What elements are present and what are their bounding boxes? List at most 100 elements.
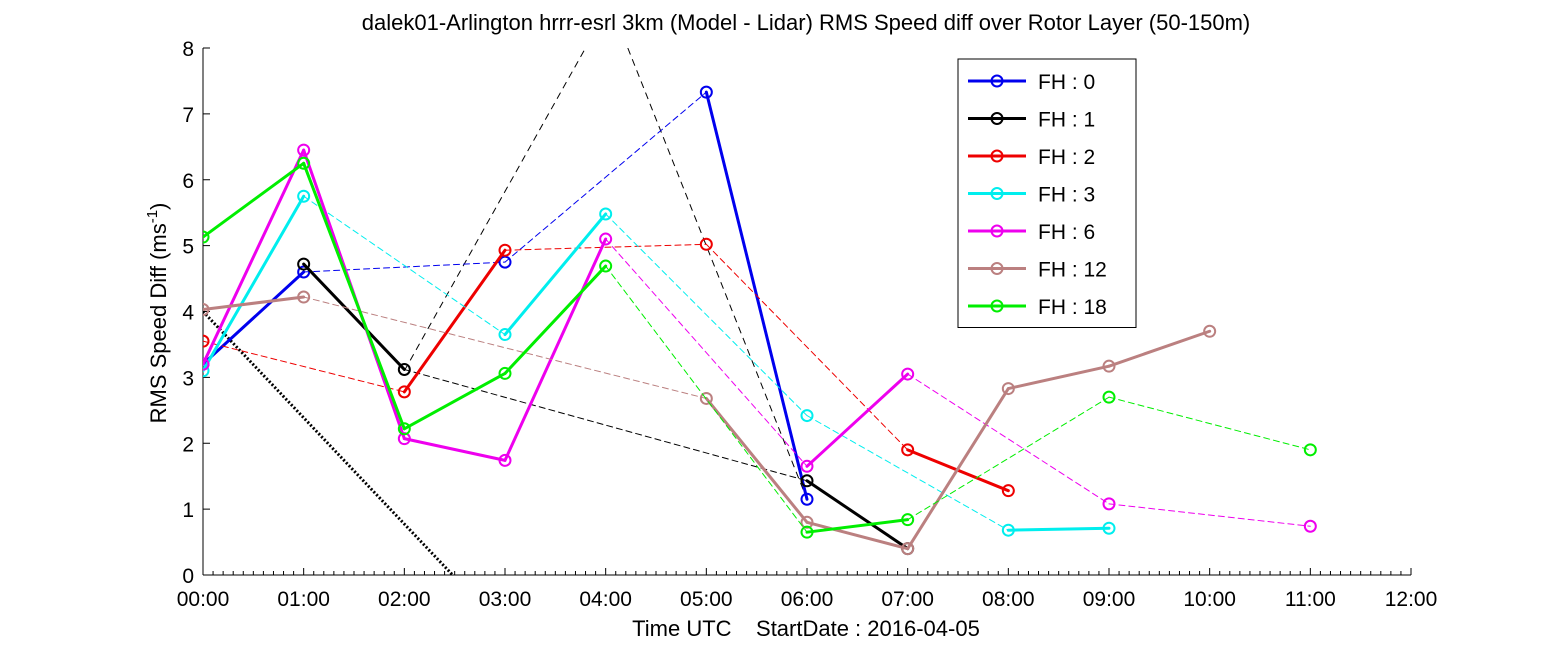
y-tick-label: 7 xyxy=(182,104,194,127)
legend-entry: FH : 18 xyxy=(968,296,1107,319)
series-segment xyxy=(402,371,507,431)
data-point xyxy=(1102,521,1116,535)
series-segment xyxy=(503,264,608,375)
data-point xyxy=(1001,523,1015,537)
data-point xyxy=(203,357,210,371)
data-point xyxy=(297,189,311,203)
data-point xyxy=(800,474,814,488)
y-tick-label: 4 xyxy=(182,302,194,325)
series-fh-18 xyxy=(203,156,1317,539)
legend-entry: FH : 6 xyxy=(968,221,1095,244)
series-fh-6 xyxy=(203,143,1317,533)
data-point xyxy=(498,453,512,467)
data-point xyxy=(901,367,915,381)
legend-marker xyxy=(990,112,1004,125)
data-point xyxy=(901,443,915,457)
y-tick-label: 3 xyxy=(182,367,194,390)
series-fh-2 xyxy=(203,237,1015,498)
x-tick-label: 07:00 xyxy=(881,588,934,611)
data-point xyxy=(498,243,512,257)
x-tick-label: 04:00 xyxy=(579,588,632,611)
y-tick-label: 0 xyxy=(182,565,194,588)
series-segment xyxy=(402,437,507,462)
y-tick-label: 1 xyxy=(182,499,194,522)
legend-marker xyxy=(990,299,1004,313)
series-gap-segment xyxy=(403,368,808,482)
reference-line-dashed xyxy=(627,48,808,500)
y-axis-label-superscript: -1 xyxy=(144,210,161,223)
series-gap-segment xyxy=(1108,503,1311,527)
series-segment xyxy=(203,270,306,366)
data-point xyxy=(498,328,512,342)
data-point xyxy=(1102,390,1116,404)
data-point xyxy=(599,259,613,273)
series-segment xyxy=(203,194,306,373)
data-point xyxy=(901,513,915,527)
series-segment xyxy=(906,387,1010,551)
legend-marker xyxy=(990,149,1004,163)
data-point xyxy=(699,237,713,251)
series-segment xyxy=(402,248,507,394)
data-point xyxy=(1102,497,1116,511)
data-point xyxy=(397,385,411,399)
series-segment xyxy=(302,161,406,431)
data-point xyxy=(800,409,814,423)
data-point xyxy=(498,366,512,380)
y-axis-label-closing: ) xyxy=(146,203,171,210)
y-axis-label-main: RMS Speed Diff (ms xyxy=(146,223,171,423)
series-segment xyxy=(704,396,809,524)
x-tick-label: 03:00 xyxy=(479,588,532,611)
series-gap-segment xyxy=(303,261,506,273)
legend-entry: FH : 12 xyxy=(968,259,1107,282)
series-gap-segment xyxy=(504,243,707,251)
data-point xyxy=(297,143,311,157)
x-tick-label: 00:00 xyxy=(177,588,230,611)
data-point xyxy=(203,230,210,244)
series-gap-segment xyxy=(605,213,808,417)
legend-label: FH : 18 xyxy=(1038,296,1107,319)
series-segment xyxy=(503,237,608,462)
x-tick-label: 08:00 xyxy=(982,588,1035,611)
legend: FH : 0 FH : 1 FH : 2 FH : 3 FH : 6 FH : 12 FH … xyxy=(957,58,1137,328)
x-tick-label: 06:00 xyxy=(781,588,834,611)
x-axis-label: Time UTC StartDate : 2016-04-05 xyxy=(632,616,980,641)
data-point xyxy=(800,459,814,473)
x-tick-label: 11:00 xyxy=(1285,588,1336,611)
legend-label: FH : 2 xyxy=(1038,146,1095,169)
x-tick-label: 12:00 xyxy=(1385,588,1438,611)
reference-line-dashed xyxy=(403,48,586,372)
series-gap-segment xyxy=(605,265,808,533)
series-segment xyxy=(1006,364,1111,391)
series-fh-12 xyxy=(203,290,1217,556)
legend-entry: FH : 0 xyxy=(968,71,1095,94)
legend-entry: FH : 1 xyxy=(968,109,1095,132)
legend-label: FH : 6 xyxy=(1038,221,1095,244)
data-point xyxy=(901,542,915,556)
data-point xyxy=(699,391,713,405)
data-point xyxy=(599,232,613,246)
series-gap-segment xyxy=(1108,396,1311,451)
data-point xyxy=(699,85,713,99)
data-point xyxy=(800,492,814,506)
data-point xyxy=(297,156,311,170)
data-point xyxy=(203,334,210,348)
data-point xyxy=(297,257,311,271)
y-tick-label: 2 xyxy=(182,433,194,456)
series-segment xyxy=(302,262,406,371)
data-point xyxy=(1303,519,1317,533)
reference-line-dotted xyxy=(203,310,454,575)
data-point xyxy=(1001,382,1015,396)
x-tick-label: 09:00 xyxy=(1083,588,1136,611)
series-segment xyxy=(1006,526,1111,532)
data-point xyxy=(800,525,814,539)
x-tick-label: 05:00 xyxy=(680,588,733,611)
series-segment xyxy=(805,372,910,468)
legend-label: FH : 12 xyxy=(1038,259,1107,282)
plot-area: 00:00 01:00 02:00 03:00 04:00 05:00 06:00 07:00… xyxy=(177,38,1438,611)
y-axis-label: RMS Speed Diff (ms-1) xyxy=(144,203,171,424)
y-tick-label: 8 xyxy=(182,38,194,61)
series-segment xyxy=(203,161,306,239)
legend-marker xyxy=(990,187,1004,200)
data-point xyxy=(203,303,210,317)
